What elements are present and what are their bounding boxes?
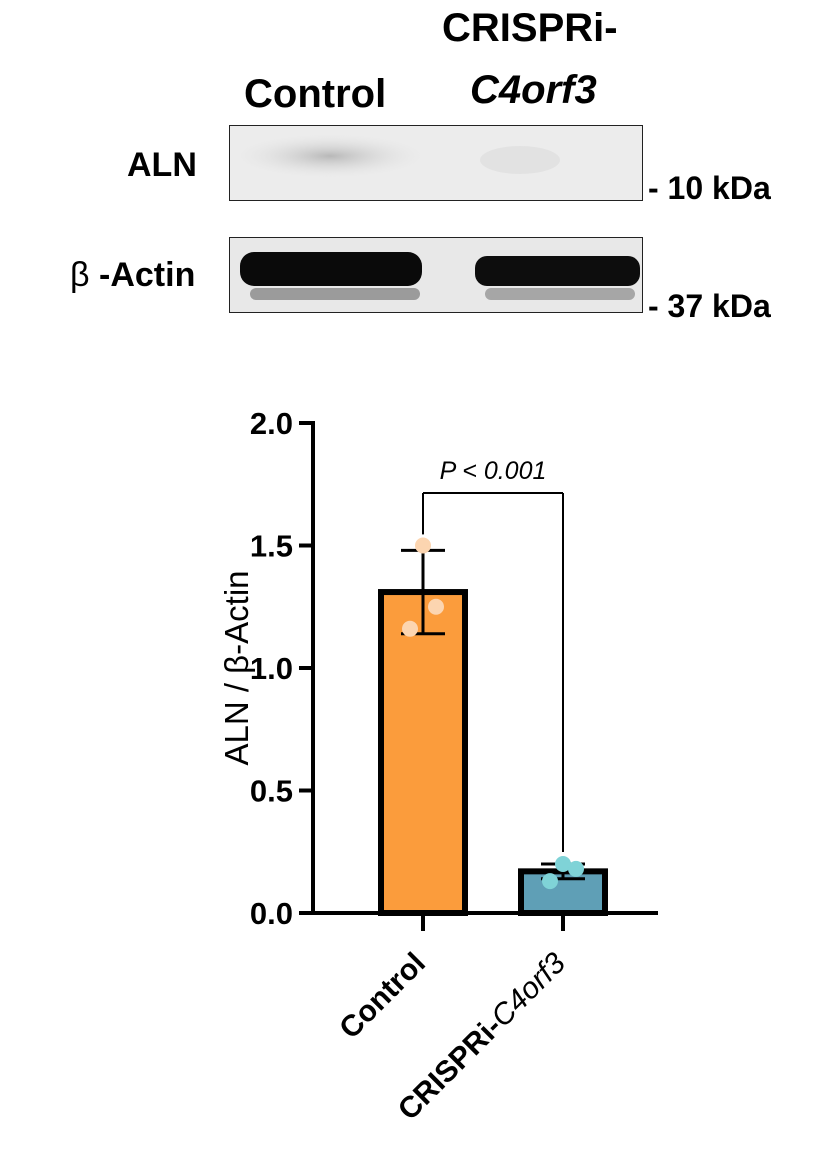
aln-row-label: ALN (127, 146, 197, 184)
data-point (415, 537, 431, 554)
aln-band-svg (230, 126, 642, 200)
actin-text: -Actin (99, 256, 196, 294)
y-tick-label: 0.5 (250, 774, 293, 809)
y-axis-label: ALN / β-Actin (218, 570, 255, 765)
category-label-italic: C4orf3 (485, 946, 572, 1033)
beta-symbol: β (70, 256, 90, 294)
lane-label-crispri: CRISPRi- (442, 6, 618, 50)
actin-row-label: β -Actin (70, 258, 195, 292)
actin-blot-image (229, 237, 643, 313)
aln-blot-image (229, 125, 643, 201)
y-tick-label: 0.0 (250, 896, 293, 931)
category-label-plain: CRISPRi- (392, 1010, 508, 1126)
data-point (568, 860, 584, 877)
data-point (402, 620, 418, 637)
bar-chart: 0.0 0.5 1.0 1.5 2.0 ALN / β-Actin ControlCRISP… (218, 406, 658, 1127)
marker-10kda: - 10 kDa (648, 170, 771, 206)
p-value-annotation: P < 0.001 (440, 457, 547, 485)
data-point (555, 856, 571, 872)
lane-label-control: Control (244, 72, 387, 116)
y-tick-label: 1.0 (250, 651, 293, 686)
actin-band-svg (230, 238, 642, 312)
category-label-plain: Control (333, 947, 432, 1046)
data-point (428, 598, 444, 615)
y-tick-label: 2.0 (250, 406, 293, 441)
bar-control (378, 589, 468, 917)
lane-label-gene: C4orf3 (470, 68, 597, 112)
y-tick-label: 1.5 (250, 529, 293, 564)
x-category-label: Control (333, 947, 432, 1046)
marker-37kda: - 37 kDa (648, 288, 771, 324)
data-point (542, 873, 558, 890)
